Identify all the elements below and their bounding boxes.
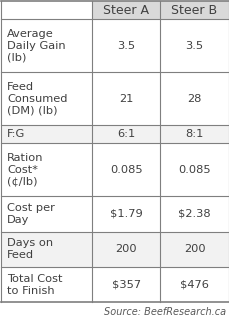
Text: Average
Daily Gain
(lb): Average Daily Gain (lb) <box>7 29 65 63</box>
Text: Ration
Cost*
(¢/lb): Ration Cost* (¢/lb) <box>7 152 43 187</box>
Bar <box>1 125 92 143</box>
Bar <box>92 267 160 302</box>
Bar <box>160 1 228 19</box>
Bar <box>1 72 92 125</box>
Bar <box>92 196 160 232</box>
Text: Days on
Feed: Days on Feed <box>7 238 53 260</box>
Bar <box>92 1 160 19</box>
Bar <box>1 1 92 19</box>
Text: F:G: F:G <box>7 129 25 139</box>
Text: Total Cost
to Finish: Total Cost to Finish <box>7 274 62 296</box>
Text: 0.085: 0.085 <box>177 165 210 175</box>
Bar <box>160 72 228 125</box>
Bar <box>160 232 228 267</box>
Text: $1.79: $1.79 <box>109 209 142 219</box>
Bar <box>160 125 228 143</box>
Text: 3.5: 3.5 <box>117 41 135 51</box>
Text: Steer A: Steer A <box>103 4 149 17</box>
Text: 6:1: 6:1 <box>117 129 135 139</box>
Text: 3.5: 3.5 <box>185 41 203 51</box>
Bar <box>160 19 228 72</box>
Bar <box>160 196 228 232</box>
Text: 28: 28 <box>187 94 201 104</box>
Bar <box>1 196 92 232</box>
Text: 0.085: 0.085 <box>109 165 142 175</box>
Bar <box>92 143 160 196</box>
Bar <box>1 19 92 72</box>
Text: $476: $476 <box>179 280 208 290</box>
Bar <box>1 267 92 302</box>
Bar <box>1 143 92 196</box>
Bar <box>92 232 160 267</box>
Bar <box>92 19 160 72</box>
Text: Cost per
Day: Cost per Day <box>7 203 55 225</box>
Text: Source: BeefResearch.ca: Source: BeefResearch.ca <box>104 307 225 317</box>
Text: 8:1: 8:1 <box>185 129 203 139</box>
Text: 21: 21 <box>119 94 133 104</box>
Text: $357: $357 <box>111 280 140 290</box>
Bar <box>160 267 228 302</box>
Bar <box>160 143 228 196</box>
Bar <box>92 72 160 125</box>
Bar <box>1 232 92 267</box>
Text: 200: 200 <box>183 244 204 254</box>
Text: Feed
Consumed
(DM) (lb): Feed Consumed (DM) (lb) <box>7 82 67 116</box>
Text: $2.38: $2.38 <box>177 209 210 219</box>
Text: Steer B: Steer B <box>171 4 217 17</box>
Bar <box>92 125 160 143</box>
Text: 200: 200 <box>115 244 136 254</box>
